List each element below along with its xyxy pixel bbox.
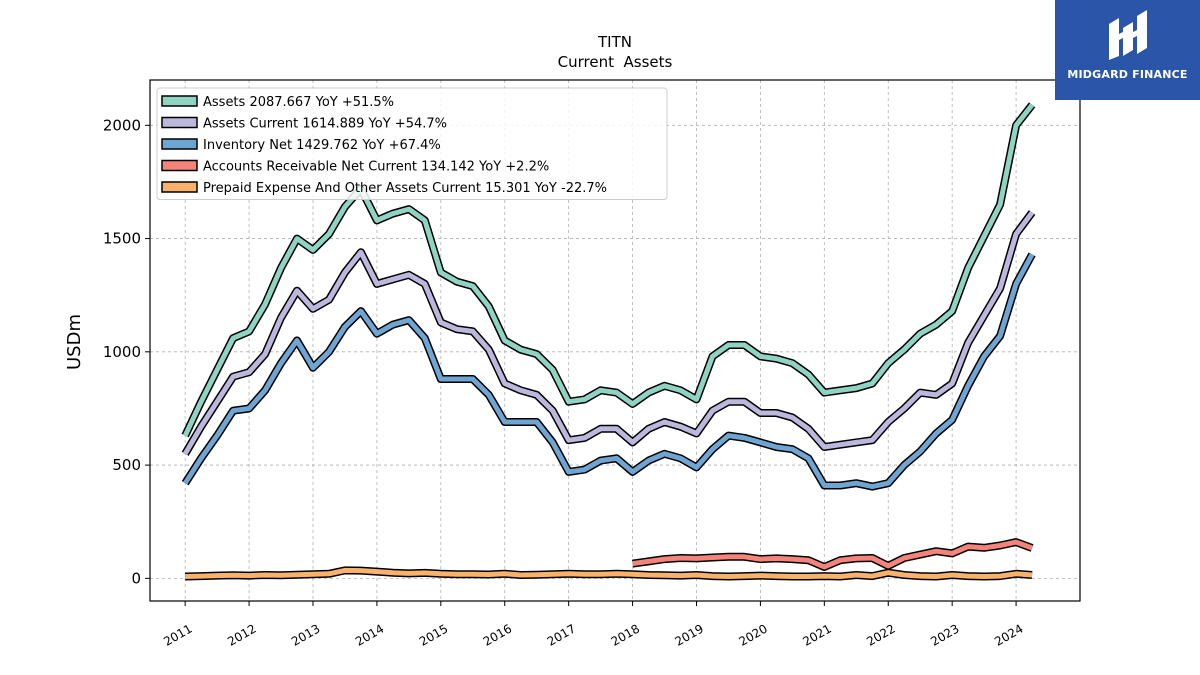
legend: Assets 2087.667 YoY +51.5% Assets Current… xyxy=(156,87,668,200)
x-tick-label: 2019 xyxy=(673,621,706,648)
x-tick-label: 2016 xyxy=(481,621,514,648)
x-tick-label: 2015 xyxy=(417,621,450,648)
series-stroke xyxy=(185,567,1033,579)
series-line xyxy=(185,566,1033,581)
y-tick-label: 2000 xyxy=(103,116,141,134)
legend-box xyxy=(156,87,668,200)
brand-logo: MIDGARD FINANCE xyxy=(1055,0,1200,100)
x-tick-label: 2014 xyxy=(353,621,386,648)
chart-title: TITN xyxy=(597,33,632,51)
legend-swatch xyxy=(161,181,198,193)
x-tick-label: 2017 xyxy=(545,621,578,648)
x-tick-label: 2023 xyxy=(928,621,961,648)
series-line xyxy=(632,538,1034,571)
y-tick-label: 1000 xyxy=(103,343,141,361)
y-tick-label: 1500 xyxy=(103,230,141,248)
legend-swatch xyxy=(161,138,198,150)
x-tick-label: 2024 xyxy=(992,621,1025,648)
x-tick-label: 2013 xyxy=(289,621,322,648)
chart-subtitle: Current Assets xyxy=(558,53,673,71)
x-tick-label: 2018 xyxy=(609,621,642,648)
y-axis-label: USDm xyxy=(64,314,85,370)
series-outline xyxy=(181,252,1036,491)
midgard-logo-icon xyxy=(1109,10,1147,60)
legend-label: Accounts Receivable Net Current 134.142 … xyxy=(203,160,549,175)
legend-swatch xyxy=(161,95,198,107)
legend-swatch xyxy=(161,116,198,129)
y-tick-label: 500 xyxy=(112,456,141,474)
series-line xyxy=(181,252,1036,491)
x-tick-label: 2020 xyxy=(736,621,769,648)
series-stroke xyxy=(632,539,1033,570)
series-stroke xyxy=(182,103,1035,437)
legend-label: Prepaid Expense And Other Assets Current… xyxy=(203,181,607,196)
brand-name: MIDGARD FINANCE xyxy=(1067,68,1188,81)
plot-frame xyxy=(149,79,1081,602)
series-line xyxy=(181,102,1036,438)
legend-label: Inventory Net 1429.762 YoY +67.4% xyxy=(203,138,441,153)
x-tick-label: 2021 xyxy=(800,621,833,648)
legend-label: Assets Current 1614.889 YoY +54.7% xyxy=(203,117,447,132)
series-stroke xyxy=(183,253,1035,490)
x-tick-label: 2012 xyxy=(225,621,258,648)
legend-label: Assets 2087.667 YoY +51.5% xyxy=(203,95,394,110)
series-stroke xyxy=(183,211,1035,456)
legend-swatch xyxy=(161,159,198,172)
x-tick-label: 2011 xyxy=(161,621,194,648)
series-line xyxy=(181,210,1036,456)
x-tick-label: 2022 xyxy=(864,621,897,648)
series-lines xyxy=(181,102,1036,581)
grid xyxy=(150,80,1080,601)
y-tick-label: 0 xyxy=(131,569,141,587)
